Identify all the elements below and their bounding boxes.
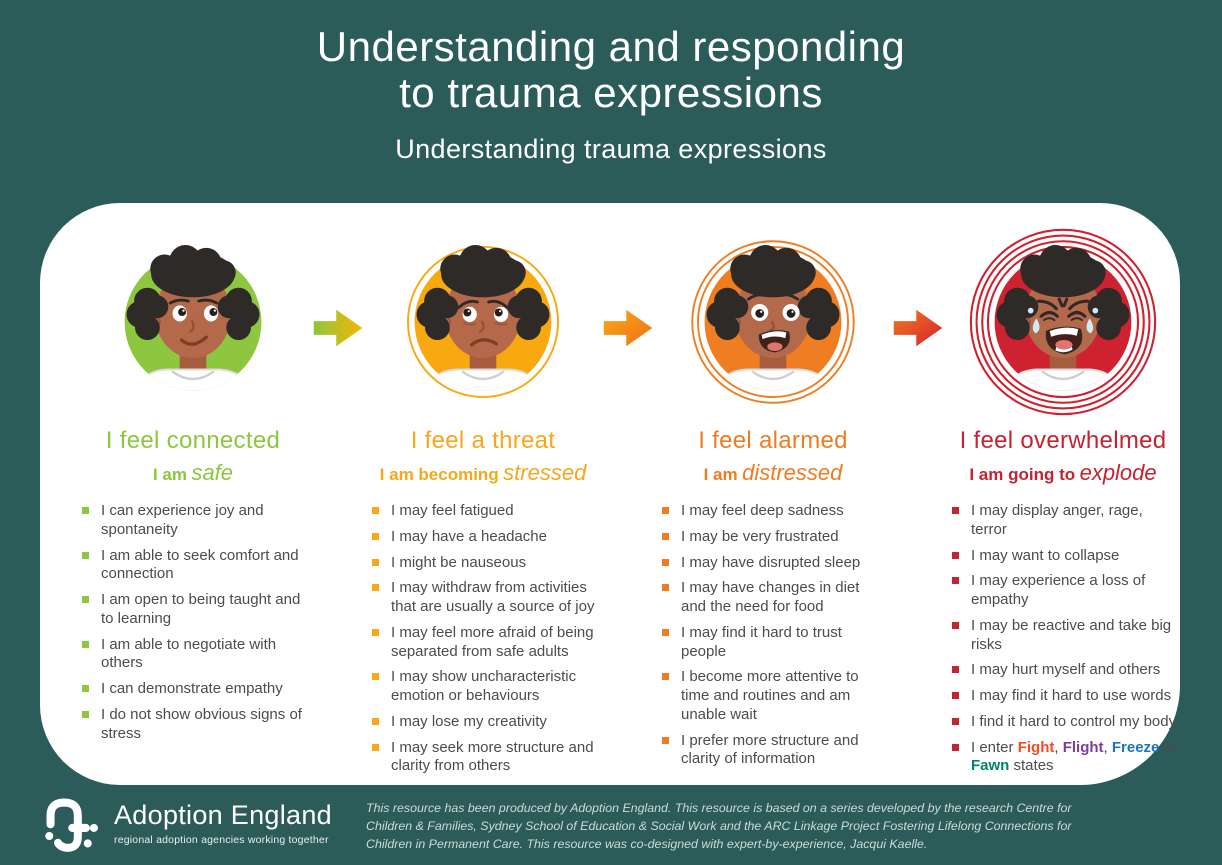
- stage-heading: I feel alarmed: [698, 427, 848, 454]
- symptom-item: I become more attentive to time and rout…: [659, 668, 887, 724]
- crying-overwhelmed-child-face-icon: [968, 227, 1158, 417]
- symptom-item: I may display anger, rage, terror: [949, 502, 1177, 540]
- transition-arrow-3: [892, 305, 944, 351]
- state-word: explode: [1079, 460, 1157, 485]
- arrow-right-icon: [313, 309, 363, 347]
- symptom-item: I may lose my creativity: [369, 713, 597, 732]
- symptom-list-fight-flight: I enter Fight, Flight, Freeze or Fawn st…: [949, 739, 1177, 784]
- symptom-item: I may want to collapse: [949, 547, 1177, 566]
- symptom-item: I may hurt myself and others: [949, 661, 1177, 680]
- symptom-list: I can experience joy and spontaneity I am…: [79, 502, 307, 750]
- symptom-item: I am able to seek comfort and connection: [79, 547, 307, 585]
- state-word: distressed: [742, 460, 843, 485]
- stage-heading: I feel connected: [105, 427, 281, 454]
- symptom-item: I prefer more structure and clarity of i…: [659, 732, 887, 770]
- stage-heading: I feel a threat: [410, 427, 556, 454]
- logo-tagline: regional adoption agencies working toget…: [114, 834, 329, 846]
- state-prefix: I am becoming: [379, 465, 499, 484]
- state-word: safe: [191, 460, 234, 485]
- logo-name: Adoption England: [114, 800, 332, 830]
- symptom-item: I may withdraw from activities that are …: [369, 579, 597, 617]
- page-title-line2: to trauma expressions: [399, 69, 823, 116]
- stage-state: I am becoming stressed: [380, 460, 587, 486]
- symptom-item: I may seek more structure and clarity fr…: [369, 739, 597, 777]
- stage-state: I am safe: [153, 460, 233, 486]
- symptom-item: I can demonstrate empathy: [79, 680, 307, 699]
- adoption-england-logo: Adoption England regional adoption agenc…: [40, 792, 360, 854]
- freeze-word: Freeze: [1111, 738, 1160, 756]
- symptom-item: I may be very frustrated: [659, 528, 887, 547]
- symptom-item: I may have changes in diet and the need …: [659, 579, 887, 617]
- stage-overwhelmed: I feel overwhelmed I am going to explode…: [944, 227, 1182, 783]
- state-prefix: I am: [152, 465, 187, 484]
- alarmed-child-face-icon: [678, 227, 868, 417]
- footer: Adoption England regional adoption agenc…: [40, 792, 1182, 854]
- symptom-list: I may display anger, rage, terror I may w…: [949, 502, 1177, 739]
- symptom-list: I may feel deep sadness I may be very fru…: [659, 502, 887, 776]
- symptom-item: I might be nauseous: [369, 554, 597, 573]
- footer-disclaimer: This resource has been produced by Adopt…: [366, 801, 1072, 851]
- fawn-word: Fawn: [971, 757, 1010, 775]
- stage-heading: I feel overwhelmed: [959, 427, 1167, 454]
- page-title-line1: Understanding and responding: [316, 23, 906, 70]
- header: Understanding and responding to trauma e…: [0, 24, 1222, 165]
- symptom-item: I can experience joy and spontaneity: [79, 502, 307, 540]
- symptom-item: I may find it hard to use words: [949, 687, 1177, 706]
- symptom-item: I may feel fatigued: [369, 502, 597, 521]
- flight-word: Flight: [1062, 738, 1104, 756]
- logo-text: Adoption England regional adoption agenc…: [114, 800, 332, 846]
- stage-alarmed: I feel alarmed I am distressed I may fee…: [654, 227, 892, 776]
- symptom-item: I am open to being taught and to learnin…: [79, 591, 307, 629]
- page-subtitle: Understanding trauma expressions: [395, 134, 827, 164]
- state-word: stressed: [503, 460, 587, 485]
- fight-word: Fight: [1017, 738, 1055, 756]
- state-prefix: I am: [703, 465, 738, 484]
- symptom-item: I may experience a loss of empathy: [949, 572, 1177, 610]
- symptom-list: I may feel fatigued I may have a headache…: [369, 502, 597, 783]
- stage-threat: I feel a threat I am becoming stressed I…: [364, 227, 602, 783]
- symptom-item: I do not show obvious signs of stress: [79, 706, 307, 744]
- worried-child-face-icon: [388, 227, 578, 417]
- symptom-item: I may show uncharacteristic emotion or b…: [369, 668, 597, 706]
- symptom-item: I find it hard to control my body: [949, 713, 1177, 732]
- symptom-item: I may be reactive and take big risks: [949, 617, 1177, 655]
- stages-card: I feel connected I am safe I can experie…: [40, 203, 1180, 785]
- page-title: Understanding and responding to trauma e…: [0, 24, 1222, 116]
- arrow-right-icon: [603, 309, 653, 347]
- state-prefix: I am going to: [969, 465, 1076, 484]
- symptom-item: I am able to negotiate with others: [79, 636, 307, 674]
- stage-state: I am distressed: [704, 460, 843, 486]
- calm-smiling-child-face-icon: [98, 227, 288, 417]
- symptom-item: I may have disrupted sleep: [659, 554, 887, 573]
- transition-arrow-1: [312, 305, 364, 351]
- symptom-item: I may feel more afraid of being separate…: [369, 624, 597, 662]
- adoption-england-logo-icon: [45, 798, 98, 852]
- symptom-item: I may feel deep sadness: [659, 502, 887, 521]
- transition-arrow-2: [602, 305, 654, 351]
- arrow-right-icon: [893, 309, 943, 347]
- stage-connected: I feel connected I am safe I can experie…: [74, 227, 312, 750]
- stage-state: I am going to explode: [969, 460, 1156, 486]
- symptom-item: I may have a headache: [369, 528, 597, 547]
- symptom-item-fight-flight-freeze-fawn: I enter Fight, Flight, Freeze or Fawn st…: [949, 739, 1177, 777]
- symptom-item: I may find it hard to trust people: [659, 624, 887, 662]
